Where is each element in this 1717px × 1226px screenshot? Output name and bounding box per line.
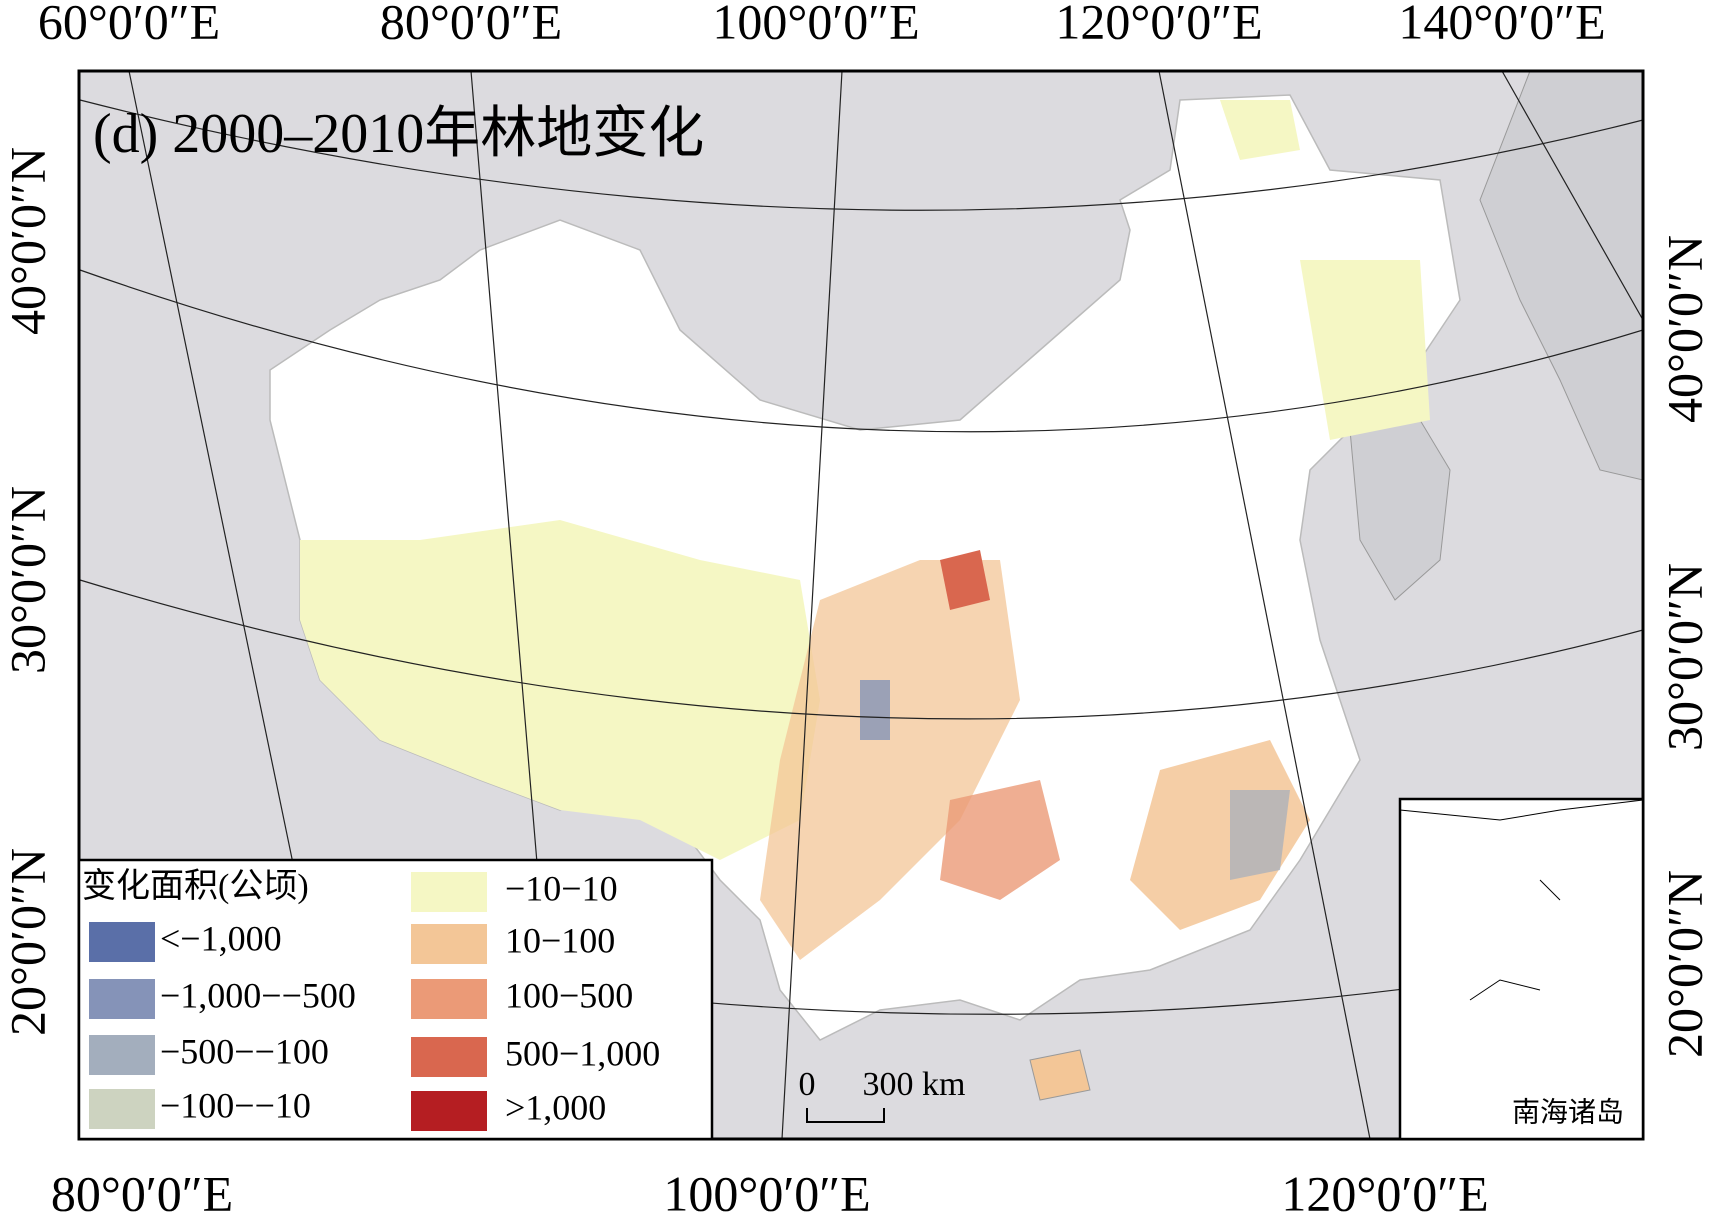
northeast bbox=[1220, 100, 1430, 440]
left-label: 40°0′0″N bbox=[0, 147, 55, 335]
legend-swatch bbox=[411, 1037, 487, 1077]
legend-label: −1,000−−500 bbox=[160, 975, 356, 1015]
legend-swatch bbox=[411, 872, 487, 912]
parallels bbox=[79, 99, 1643, 1015]
southeast bbox=[1130, 740, 1310, 930]
legend-label: 10−100 bbox=[505, 920, 615, 960]
top-label: 80°0′0″E bbox=[380, 0, 562, 49]
legend-label: 500−1,000 bbox=[505, 1033, 660, 1073]
top-label: 120°0′0″E bbox=[1055, 0, 1262, 49]
left-label: 30°0′0″N bbox=[0, 486, 55, 674]
top-label: 140°0′0″E bbox=[1398, 0, 1605, 49]
bottom-label: 80°0′0″E bbox=[51, 1165, 233, 1221]
tibet bbox=[300, 520, 820, 860]
hunan bbox=[940, 780, 1060, 900]
top-label: 60°0′0″E bbox=[38, 0, 220, 49]
right-label: 20°0′0″N bbox=[1656, 870, 1712, 1058]
scale-start: 0 bbox=[799, 1066, 816, 1103]
legend-label: −100−−10 bbox=[160, 1085, 311, 1125]
legend-title: 变化面积(公顷) bbox=[82, 867, 309, 905]
japan bbox=[1479, 71, 1643, 481]
southwest bbox=[760, 560, 1020, 960]
right-label: 40°0′0″N bbox=[1656, 235, 1712, 423]
frame bbox=[77, 69, 1645, 1141]
legend-label: −500−−100 bbox=[160, 1031, 329, 1071]
scale-bar bbox=[806, 1108, 885, 1123]
legend-swatch bbox=[411, 1091, 487, 1131]
legend-label: <−1,000 bbox=[160, 918, 282, 958]
left-label: 20°0′0″N bbox=[0, 848, 55, 1036]
bottom-label: 120°0′0″E bbox=[1281, 1165, 1488, 1221]
meridians bbox=[128, 71, 1643, 1139]
inset-lines bbox=[1399, 799, 1644, 1001]
fujian bbox=[1230, 790, 1290, 880]
map-title: (d) 2000–2010年林地变化 bbox=[93, 103, 704, 165]
scale-end: 300 km bbox=[863, 1066, 966, 1103]
legend-label: >1,000 bbox=[505, 1087, 606, 1127]
sichuan bbox=[860, 680, 890, 740]
bottom-label: 100°0′0″E bbox=[663, 1165, 870, 1221]
legend-swatch bbox=[89, 979, 155, 1019]
right-label: 30°0′0″N bbox=[1656, 563, 1712, 751]
legend-label: −10−10 bbox=[505, 868, 618, 908]
top-label: 100°0′0″E bbox=[712, 0, 919, 49]
legend-swatch bbox=[89, 1035, 155, 1075]
inset-label: 南海诸岛 bbox=[1512, 1096, 1624, 1128]
legend-box bbox=[77, 858, 714, 1141]
legend-swatch bbox=[89, 922, 155, 962]
legend-swatch bbox=[411, 979, 487, 1019]
legend-swatch bbox=[411, 924, 487, 964]
hainan bbox=[1029, 1049, 1091, 1101]
legend-swatch bbox=[89, 1089, 155, 1129]
inset bbox=[1398, 797, 1645, 1141]
shaanxi bbox=[940, 550, 990, 610]
legend-label: 100−500 bbox=[505, 975, 633, 1015]
